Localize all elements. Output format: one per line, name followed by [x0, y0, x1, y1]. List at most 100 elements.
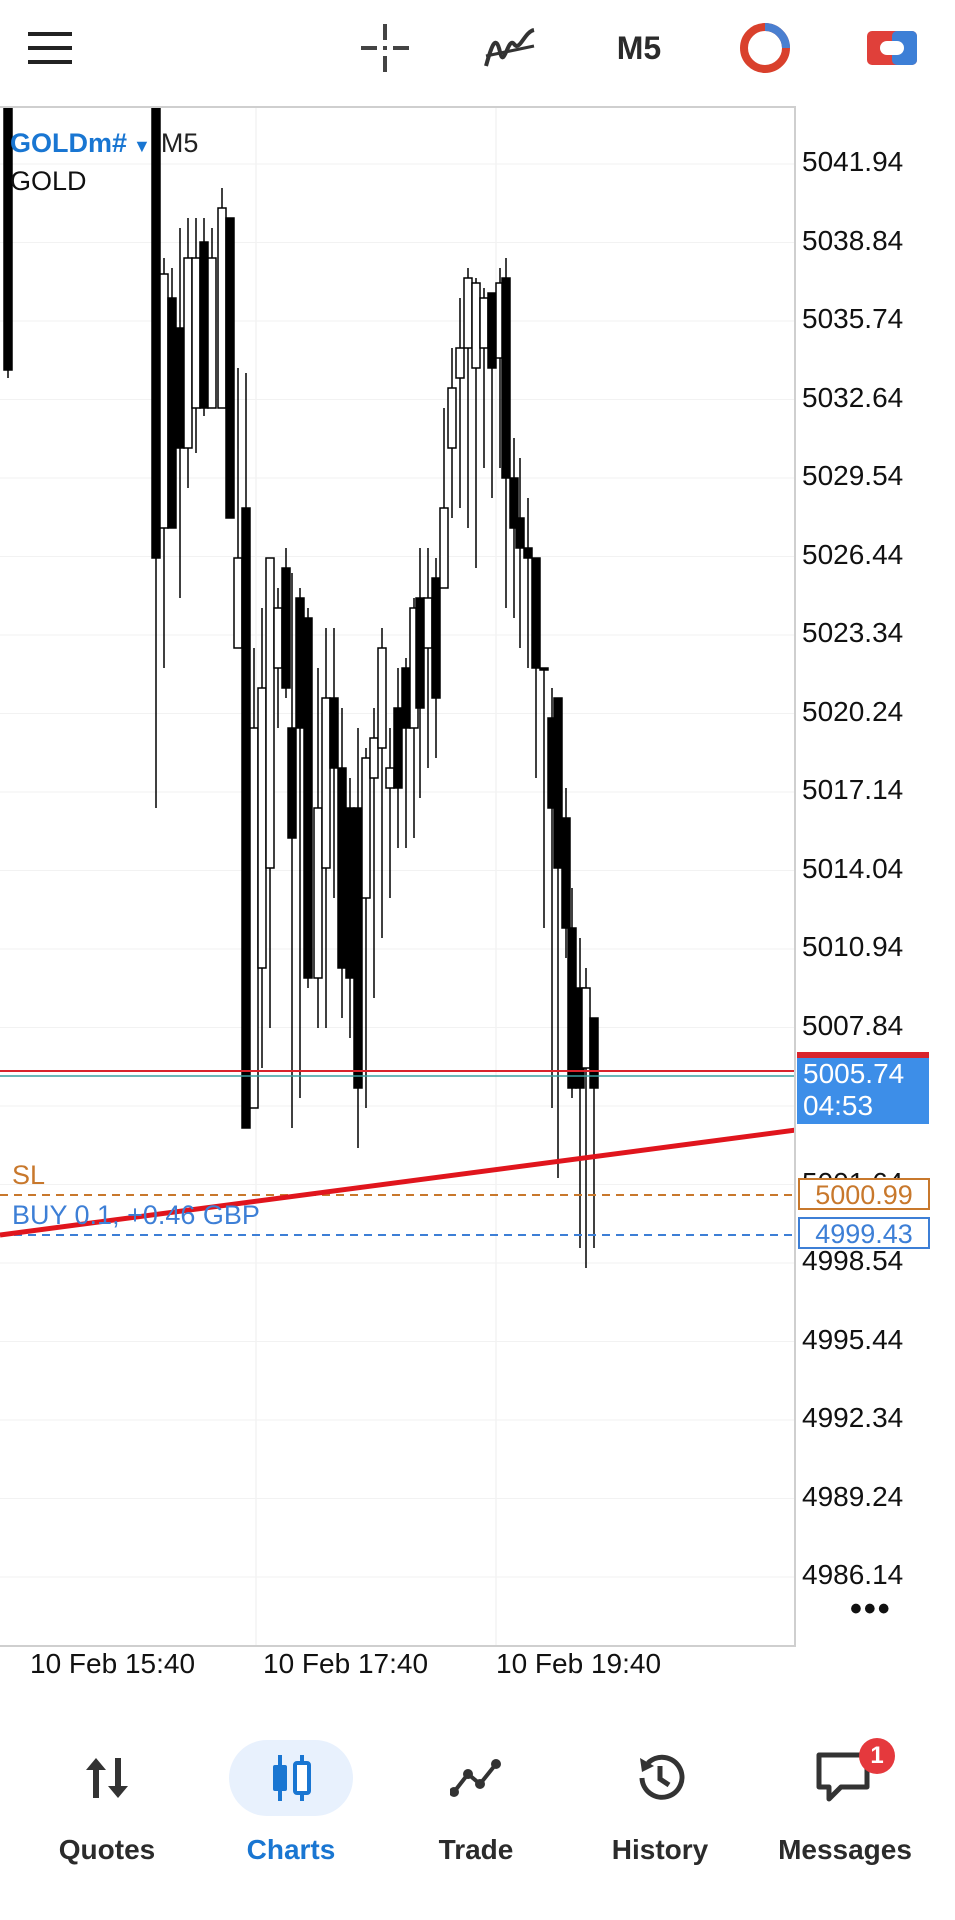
- crosshair-icon[interactable]: [345, 10, 425, 86]
- sl-label[interactable]: SL: [12, 1160, 46, 1190]
- candle-body: [273, 607, 283, 669]
- position-price-marker[interactable]: 4999.43: [798, 1217, 930, 1249]
- candle: [401, 658, 411, 848]
- candle-body: [191, 257, 201, 409]
- candle-body: [567, 927, 577, 1089]
- candle-body: [3, 108, 13, 371]
- candle: [303, 608, 313, 988]
- candle: [257, 608, 267, 1068]
- symbol-name[interactable]: GOLDm#: [10, 128, 128, 158]
- price-axis-label: 4995.44: [802, 1323, 904, 1355]
- top-toolbar: M5: [0, 0, 955, 96]
- candle-body: [207, 257, 217, 409]
- nav-label-messages: Messages: [778, 1834, 912, 1865]
- candle-body: [589, 1017, 599, 1089]
- candle: [385, 728, 395, 898]
- symbol-selector[interactable]: GOLDm# ▼ M5: [10, 128, 198, 159]
- candle-body: [281, 567, 291, 689]
- candle: [321, 628, 331, 1028]
- candle-body: [539, 667, 549, 671]
- candle: [295, 588, 305, 1098]
- nav-label-trade: Trade: [438, 1834, 514, 1865]
- candle: [423, 548, 433, 768]
- candle-body: [199, 241, 209, 409]
- candle-body: [501, 277, 511, 479]
- price-axis-label: 5023.34: [802, 617, 904, 648]
- current-price: 5005.74: [803, 1058, 905, 1089]
- price-axis-label: 5007.84: [802, 1009, 904, 1041]
- nav-label-quotes: Quotes: [58, 1834, 156, 1865]
- candle-body: [233, 557, 243, 649]
- candle-body: [257, 687, 267, 969]
- candle-body: [471, 282, 481, 369]
- candle: [151, 108, 161, 808]
- price-axis-label: 4989.24: [802, 1480, 904, 1512]
- price-axis-label: 4998.54: [802, 1245, 904, 1276]
- candle: [329, 628, 339, 898]
- candle: [463, 268, 473, 528]
- price-axis-label: 5032.64: [802, 381, 904, 413]
- nav-charts[interactable]: Charts: [201, 1740, 381, 1890]
- bottom-navigation: Quotes Charts Trade History 1 Messages: [0, 1710, 955, 1920]
- candle-body: [487, 292, 497, 369]
- candle-body: [303, 617, 313, 979]
- one-click-trade-icon[interactable]: [852, 10, 932, 86]
- candle: [345, 778, 355, 1038]
- price-axis-label: 5029.54: [802, 460, 904, 491]
- candle-body: [369, 737, 379, 779]
- candle-body: [353, 807, 363, 1089]
- candle-body: [377, 647, 387, 749]
- candle: [515, 458, 525, 648]
- candle: [233, 368, 243, 649]
- sl-price-marker[interactable]: 5000.99: [798, 1178, 930, 1210]
- chart-canvas[interactable]: [0, 106, 796, 1647]
- history-clock-icon: [598, 1740, 722, 1816]
- candle-body: [581, 987, 591, 1069]
- trade-line-icon: [414, 1740, 538, 1816]
- candle-body: [423, 597, 433, 649]
- candle-body: [337, 767, 347, 969]
- candle-body: [561, 817, 571, 929]
- price-axis-label: 5041.94: [802, 146, 904, 177]
- price-axis-label: 5038.84: [802, 224, 904, 256]
- position-label[interactable]: BUY 0.1, +0.46 GBP: [12, 1200, 260, 1230]
- candle-body: [287, 727, 297, 839]
- candle: [531, 557, 541, 778]
- dropdown-caret-icon[interactable]: ▼: [133, 136, 151, 156]
- trend-line: [0, 1127, 794, 1238]
- candle-body: [175, 327, 185, 449]
- nav-messages[interactable]: 1 Messages: [755, 1738, 935, 1890]
- objects-icon[interactable]: [725, 10, 805, 86]
- candle-body: [447, 387, 457, 449]
- time-axis-label: 10 Feb 19:40: [496, 1648, 662, 1679]
- candle-body: [431, 577, 441, 699]
- candle: [287, 573, 297, 1128]
- candle: [265, 557, 275, 1028]
- candle: [191, 218, 201, 453]
- messages-badge: 1: [859, 1738, 895, 1774]
- candle: [313, 668, 323, 1028]
- candle: [479, 288, 489, 468]
- price-axis-label: 4992.34: [802, 1402, 904, 1433]
- hamburger-menu-icon[interactable]: [10, 10, 90, 86]
- more-horizontal-icon[interactable]: •••: [850, 1590, 892, 1628]
- candle: [249, 648, 259, 1109]
- timeframe-button[interactable]: M5: [616, 29, 662, 66]
- nav-history[interactable]: History: [570, 1740, 750, 1890]
- candle-body: [159, 273, 169, 529]
- price-axis-label: 5035.74: [802, 303, 904, 334]
- indicators-icon[interactable]: [470, 10, 550, 86]
- candle: [553, 697, 563, 1178]
- candle: [217, 188, 227, 409]
- candle: [353, 728, 363, 1148]
- candle: [439, 408, 449, 589]
- candle-body: [415, 597, 425, 709]
- candle-body: [509, 477, 519, 529]
- candle: [183, 218, 193, 488]
- candle: [199, 218, 209, 416]
- candle: [273, 588, 283, 728]
- candle-body: [531, 557, 541, 669]
- nav-quotes[interactable]: Quotes: [17, 1740, 197, 1890]
- nav-trade[interactable]: Trade: [386, 1740, 566, 1890]
- candle-body: [401, 667, 411, 729]
